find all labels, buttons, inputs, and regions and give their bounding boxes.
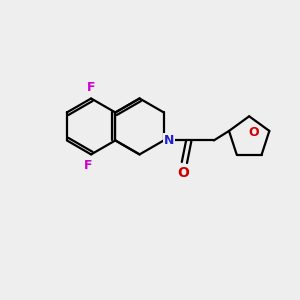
- Text: O: O: [177, 166, 189, 180]
- Text: N: N: [164, 134, 174, 147]
- Text: F: F: [84, 159, 92, 172]
- Text: O: O: [248, 126, 259, 139]
- Text: F: F: [87, 81, 95, 94]
